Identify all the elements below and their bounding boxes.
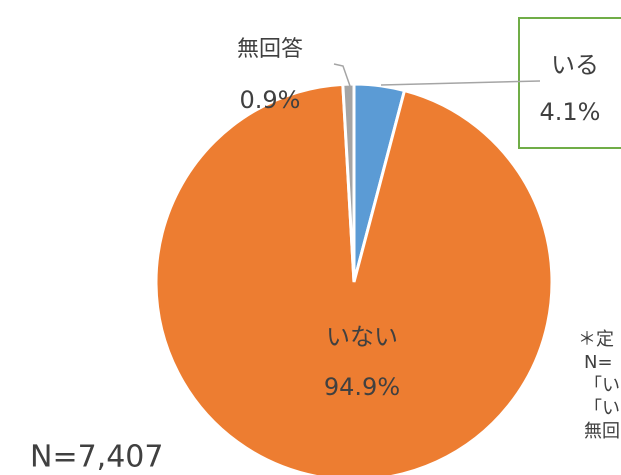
category-label: いる <box>551 51 599 79</box>
value-label: 4.1% <box>540 98 601 126</box>
note-line: ＊定 <box>578 329 614 350</box>
pie-slice <box>154 82 554 475</box>
pie-slice <box>341 82 356 283</box>
value-label: 94.9% <box>324 373 400 401</box>
leader-line <box>380 80 541 86</box>
label-box <box>518 17 621 149</box>
leader-line <box>333 63 351 87</box>
category-label: いない <box>326 323 398 351</box>
note-line: N= <box>584 352 613 373</box>
category-label: 無回答 <box>237 37 303 62</box>
note-line: 「い <box>584 375 620 396</box>
sample-size: N=7,407 <box>30 440 163 475</box>
note-line: 「い <box>584 398 620 419</box>
value-label: 0.9% <box>240 86 301 114</box>
note-line: 無回 <box>584 421 620 442</box>
